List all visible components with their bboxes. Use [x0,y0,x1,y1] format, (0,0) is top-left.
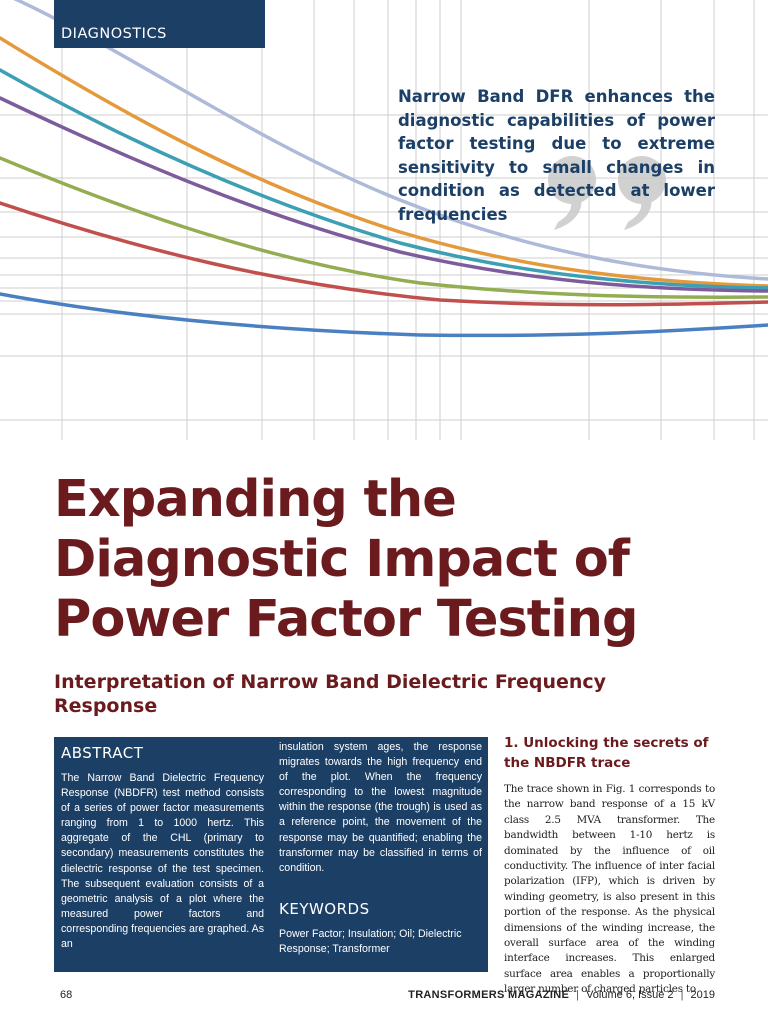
abstract-heading: ABSTRACT [61,744,144,762]
pull-quote: Narrow Band DFR enhances the diagnostic … [398,87,715,224]
hero-curve-7 [0,292,768,338]
article-title-line-3: Power Factor Testing [54,590,638,649]
section-heading: 1. Unlocking the secrets of the NBDFR tr… [504,735,709,771]
hero-curves [0,0,768,338]
page-footer: 68 TRANSFORMERS MAGAZINE | Volume 6, Iss… [54,989,715,1005]
section-tag: DIAGNOSTICS [54,0,265,48]
magazine-name: TRANSFORMERS MAGAZINE [408,989,570,1001]
hero-curve-6 [0,201,768,307]
abstract-text-column-2: insulation system ages, the response mig… [279,741,482,874]
article-title-line-2: Diagnostic Impact of [54,530,630,589]
article-title: Expanding the Diagnostic Impact of Power… [54,470,754,650]
abstract-box: ABSTRACT The Narrow Band Dielectric Freq… [54,737,488,972]
body-text: The trace shown in Fig. 1 corresponds to… [504,783,715,996]
hero-grid [0,0,768,440]
article-subtitle: Interpretation of Narrow Band Dielectric… [54,671,607,717]
quote-mark-icon [548,156,666,230]
keywords-text: Power Factor; Insulation; Oil; Dielectri… [279,928,462,956]
hero-curve-1 [13,0,768,281]
hero-curve-4 [0,96,768,293]
hero-curves-graphic [0,0,768,440]
hero-curve-2 [0,36,768,288]
issue-year: 2019 [690,989,715,1001]
abstract-text-column-1: The Narrow Band Dielectric Frequency Res… [61,772,264,951]
article-title-line-1: Expanding the [54,470,457,529]
footer-separator: | [576,989,580,1001]
page-number: 68 [60,989,73,1001]
hero-curve-3 [0,68,768,290]
footer-separator: | [680,989,684,1001]
hero-curve-5 [0,156,768,299]
footer-publication: TRANSFORMERS MAGAZINE | Volume 6, Issue … [408,989,715,1001]
issue-info: Volume 6, Issue 2 [586,989,674,1001]
keywords-heading: KEYWORDS [279,900,370,918]
